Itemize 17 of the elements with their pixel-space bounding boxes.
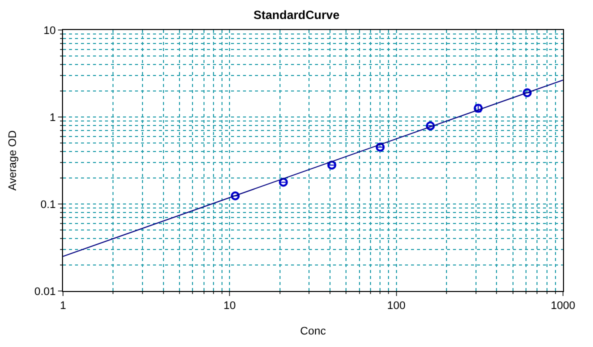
point	[522, 88, 532, 98]
x-tick-label: 1000	[550, 300, 576, 312]
x-tick-label: 1	[60, 300, 66, 312]
point	[426, 121, 435, 130]
y-tick-label: 10	[44, 24, 56, 37]
x-axis-title: Conc	[300, 325, 326, 338]
point	[376, 142, 385, 152]
x-tick-label: 100	[387, 300, 406, 312]
point	[327, 160, 336, 170]
y-axis-title: Average OD	[7, 130, 20, 191]
y-tick-label: 0.01	[34, 286, 56, 298]
chart-title: StandardCurve	[253, 8, 340, 22]
point	[230, 191, 240, 200]
x-tick-label: 10	[224, 300, 236, 312]
y-tick-label: 0.1	[40, 198, 56, 211]
y-tick-label: 1	[50, 112, 56, 124]
point	[278, 178, 288, 187]
